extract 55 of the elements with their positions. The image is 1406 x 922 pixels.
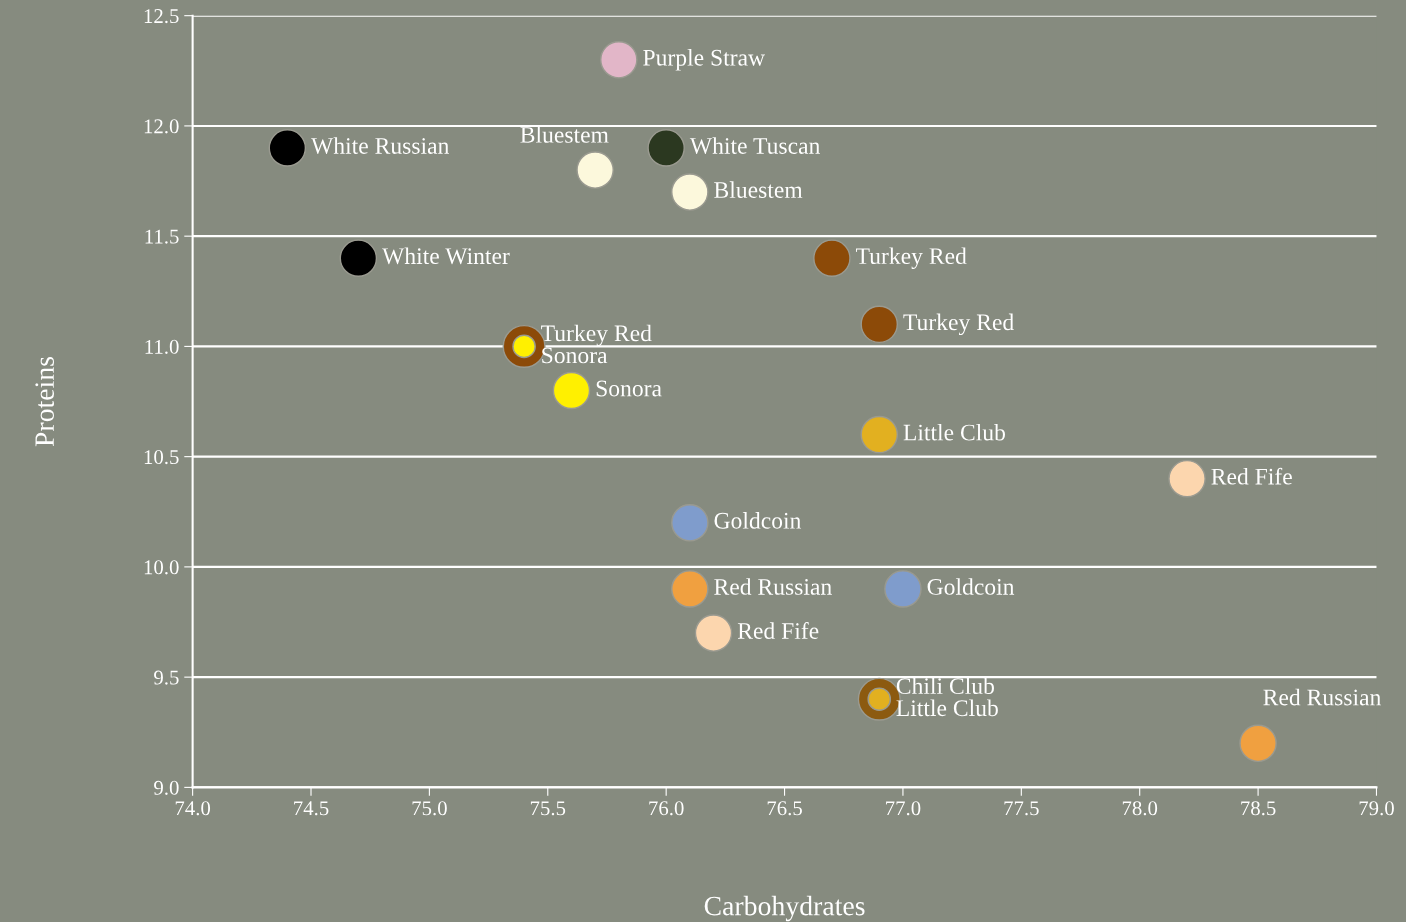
y-tick-label: 11.5	[145, 229, 179, 244]
point	[1239, 724, 1277, 763]
text: Red Russian	[1263, 688, 1382, 706]
series-label: Bluestem	[714, 181, 803, 198]
point	[671, 173, 709, 211]
text: Turkey Red	[856, 247, 967, 269]
series-label: Purple Straw	[643, 49, 766, 71]
x-tick-label: 78.5	[1241, 801, 1276, 816]
point	[1168, 459, 1206, 498]
text: Goldcoin	[927, 578, 1015, 595]
text: Little Club	[903, 423, 1005, 441]
x-tick-label: 79.0	[1359, 801, 1394, 816]
y-tick-label: 12.5	[144, 9, 179, 24]
series-label: White Tuscan	[689, 137, 821, 154]
y-tick-label: 9.0	[154, 780, 179, 795]
point	[576, 151, 614, 189]
y-tick-label: 11.0	[145, 339, 179, 354]
text: Red Fife	[737, 622, 819, 639]
point	[813, 239, 851, 277]
point	[860, 305, 899, 344]
point	[884, 570, 922, 608]
x-tick-label: 77.0	[886, 801, 921, 816]
y-tick-label: 9.5	[154, 670, 179, 685]
point	[339, 239, 378, 277]
series-label: White Russian	[311, 137, 450, 154]
x-tick-label: 76.0	[649, 801, 684, 816]
x-tick-label: 76.5	[767, 801, 802, 816]
point	[671, 570, 709, 608]
x-tick-label: 74.5	[294, 801, 329, 816]
series-label: Chili Club	[896, 677, 994, 695]
x-tick-label: 75.0	[412, 801, 447, 816]
series-label: Red Russian	[714, 578, 832, 595]
x-tick-label: 78.0	[1122, 801, 1158, 816]
text: Sonora	[596, 380, 662, 397]
series-label: Little Club	[896, 699, 998, 717]
point	[647, 129, 685, 167]
text: Turkey Red	[903, 313, 1014, 336]
text: Bluestem	[520, 126, 609, 143]
series-label: Sonora	[542, 347, 608, 364]
series-label: Goldcoin	[714, 512, 802, 529]
point	[694, 614, 733, 652]
series-label: White Winter	[382, 247, 510, 265]
x-tick-label: 77.5	[1004, 801, 1039, 816]
series-label: Red Fife	[1211, 467, 1292, 485]
x-tick-label: 74.0	[175, 801, 211, 816]
series-label: Turkey Red	[541, 324, 652, 347]
point	[671, 504, 709, 542]
y-tick-label: 10.5	[144, 450, 179, 465]
y-tick-label: 10.0	[144, 560, 179, 575]
x-tick-label: 75.5	[530, 801, 566, 816]
point	[268, 129, 307, 167]
x-axis-title: Carbohydrates	[704, 895, 865, 922]
y-tick-label: 12.0	[144, 119, 179, 134]
y-axis-title: Proteins	[35, 357, 54, 447]
point	[600, 41, 638, 79]
